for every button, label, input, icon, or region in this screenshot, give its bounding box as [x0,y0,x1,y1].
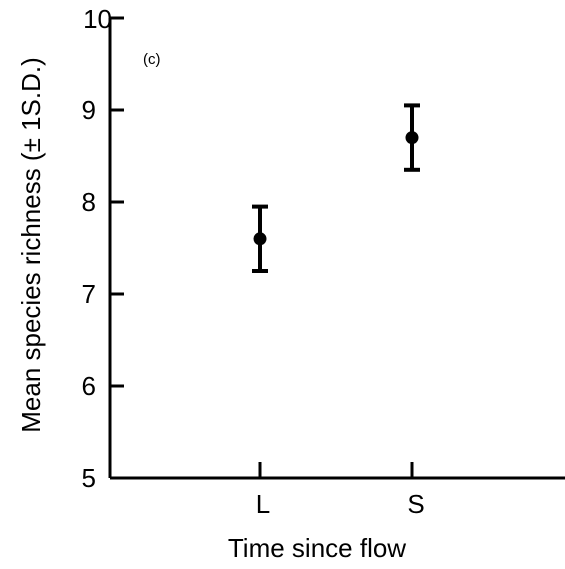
y-tick-label: 8 [82,187,96,217]
y-tick-label: 7 [82,279,96,309]
data-point-L [253,232,267,246]
x-axis-title: Time since flow [228,533,406,563]
y-tick-label: 10 [83,4,112,34]
data-marks [252,103,420,273]
y-tick-label: 9 [82,95,96,125]
y-tick-label: 5 [82,463,96,493]
y-tick-label: 6 [82,371,96,401]
x-tick-label-L: L [256,489,270,519]
y-ticks: 5 6 7 8 9 10 [82,4,124,493]
panel-label: (c) [143,51,161,68]
y-axis-title: Mean species richness (± 1S.D.) [16,57,46,433]
x-ticks: L S [256,462,425,519]
x-tick-label-S: S [407,489,424,519]
data-point-S [405,131,419,145]
